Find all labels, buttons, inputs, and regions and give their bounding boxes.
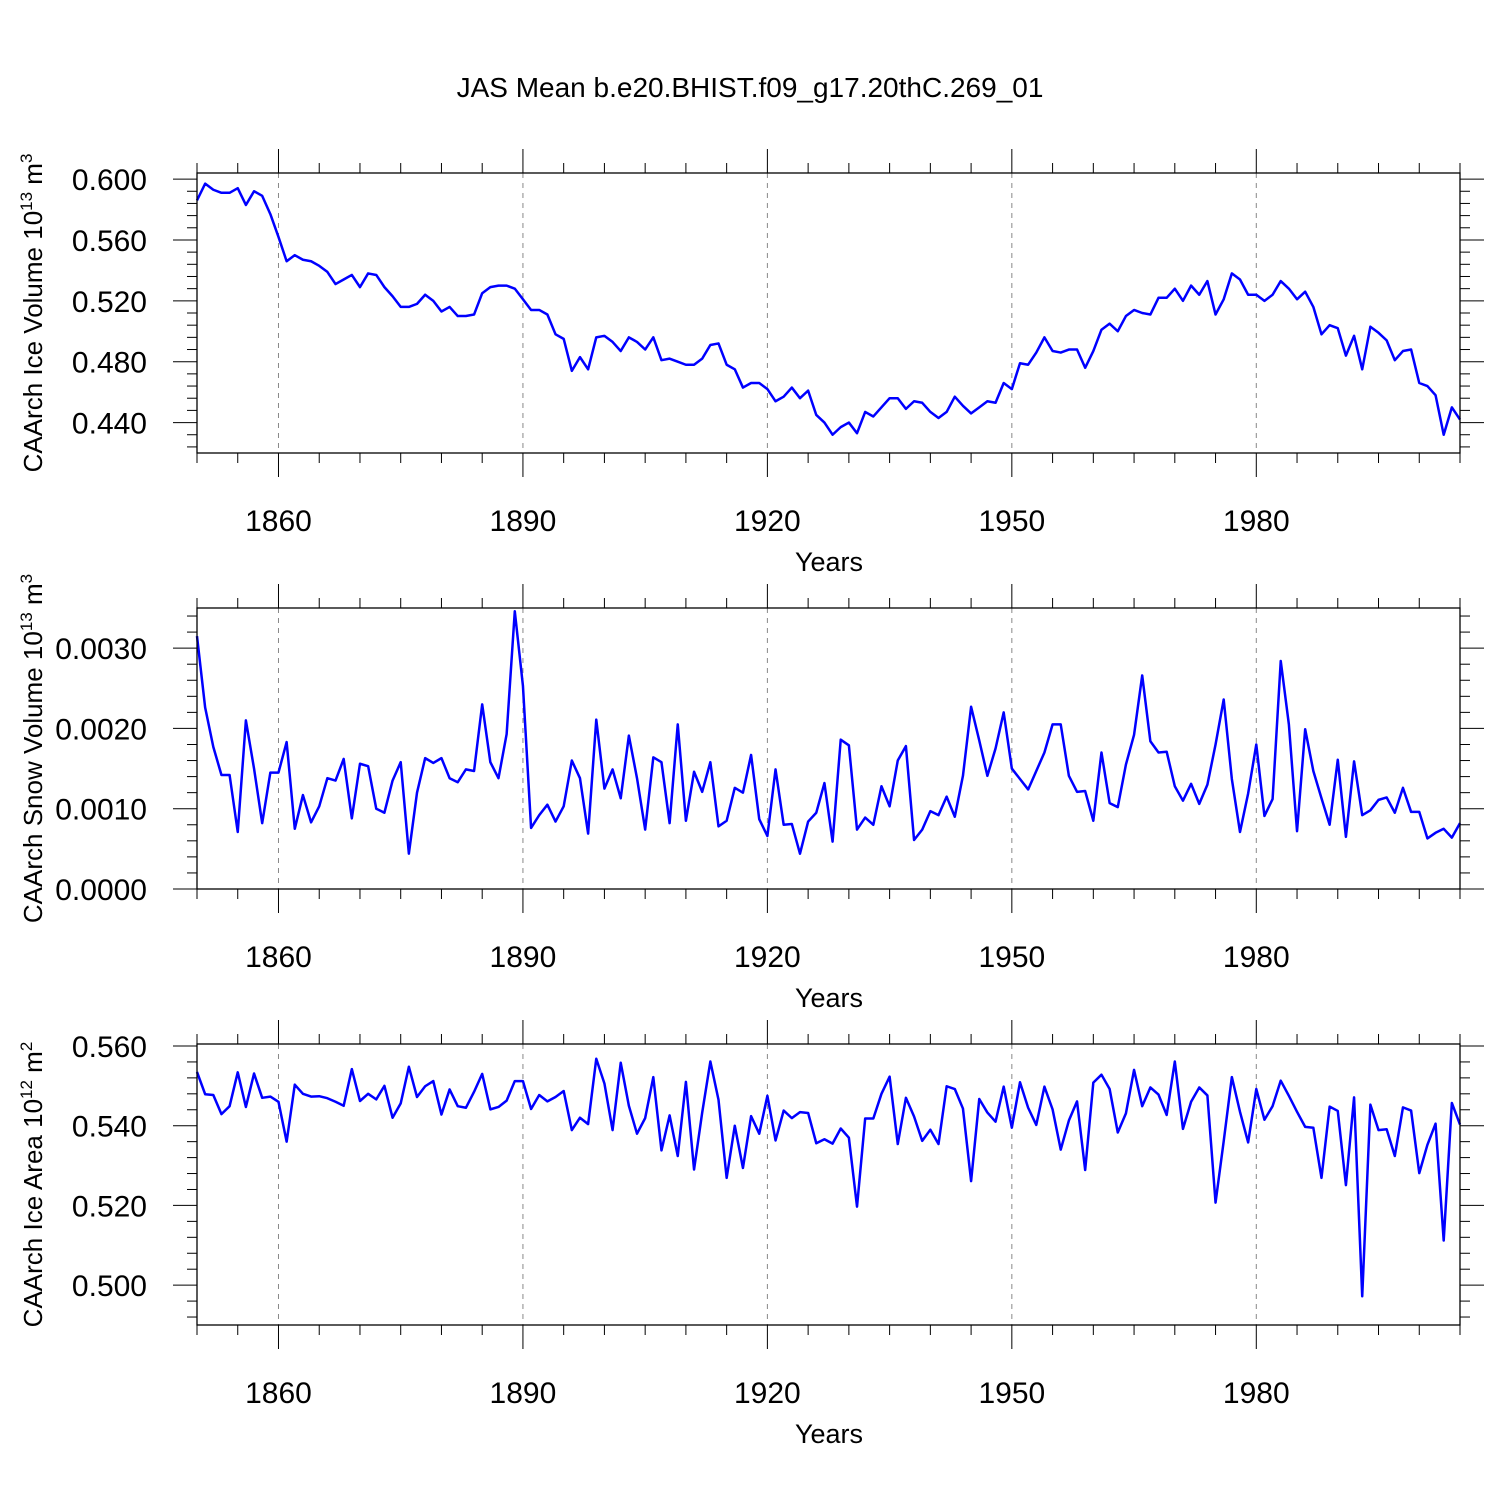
snow-volume-xtick-label: 1950: [978, 941, 1045, 974]
snow-volume-series-line: [195, 609, 1462, 855]
ice-area-panel: 0.500 0.520 0.540 0.560 1860 1890 1920 1950 1980…: [17, 1020, 1484, 1449]
ice-area-xtick-label: 1920: [734, 1377, 801, 1410]
ice-area-xtick-label: 1890: [490, 1377, 557, 1410]
snow-volume-xaxis-label: Years: [795, 983, 863, 1013]
chart-title: JAS Mean b.e20.BHIST.f09_g17.20thC.269_0…: [456, 72, 1044, 103]
ice-volume-plot-frame: [196, 172, 1461, 454]
snow-volume-xtick-label: 1920: [734, 941, 801, 974]
snow-volume-ytick-label: 0.0030: [55, 633, 147, 666]
ice-area-ytick-label: 0.560: [72, 1031, 147, 1064]
ice-area-xaxis-label: Years: [795, 1419, 863, 1449]
ice-volume-xtick-label: 1890: [490, 505, 557, 538]
ice-area-ytick-label: 0.540: [72, 1111, 147, 1144]
snow-volume-panel: 0.0000 0.0010 0.0020 0.0030 1860 1890 1920 1950…: [17, 574, 1484, 1013]
ice-volume-xtick-label: 1860: [245, 505, 312, 538]
ice-volume-xtick-label: 1980: [1223, 505, 1290, 538]
ice-volume-xaxis-label: Years: [795, 547, 863, 577]
ice-area-yaxis-label: CAArch Ice Area 1012 m2: [17, 1042, 48, 1328]
ice-area-ytick-label: 0.520: [72, 1190, 147, 1223]
snow-volume-plot-frame: [196, 607, 1461, 890]
ice-volume-xtick-label: 1950: [978, 505, 1045, 538]
ice-area-xtick-label: 1980: [1223, 1377, 1290, 1410]
ice-area-series-line: [195, 1057, 1462, 1298]
ice-volume-xtick-label: 1920: [734, 505, 801, 538]
snow-volume-ytick-label: 0.0010: [55, 794, 147, 827]
snow-volume-xtick-label: 1980: [1223, 941, 1290, 974]
snow-volume-xtick-label: 1890: [490, 941, 557, 974]
ice-volume-yaxis-label: CAArch Ice Volume 1013 m3: [17, 154, 48, 473]
ice-volume-series-line: [195, 182, 1462, 436]
ice-area-ytick-label: 0.500: [72, 1270, 147, 1303]
ice-volume-panel: 0.440 0.480 0.520 0.560 0.600 1860 1890 1920 195…: [17, 149, 1484, 577]
ice-volume-ytick-label: 0.440: [72, 408, 147, 441]
snow-volume-yaxis-label: CAArch Snow Volume 1013 m3: [17, 574, 48, 923]
ice-area-xtick-label: 1860: [245, 1377, 312, 1410]
snow-volume-ytick-label: 0.0000: [55, 874, 147, 907]
ice-area-plot-frame: [196, 1043, 1461, 1326]
ice-volume-ytick-label: 0.560: [72, 225, 147, 258]
snow-volume-xtick-label: 1860: [245, 941, 312, 974]
ice-volume-ytick-label: 0.480: [72, 347, 147, 380]
snow-volume-ytick-label: 0.0020: [55, 713, 147, 746]
ice-volume-ytick-label: 0.520: [72, 286, 147, 319]
ice-volume-ytick-label: 0.600: [72, 164, 147, 197]
ice-area-xtick-label: 1950: [978, 1377, 1045, 1410]
